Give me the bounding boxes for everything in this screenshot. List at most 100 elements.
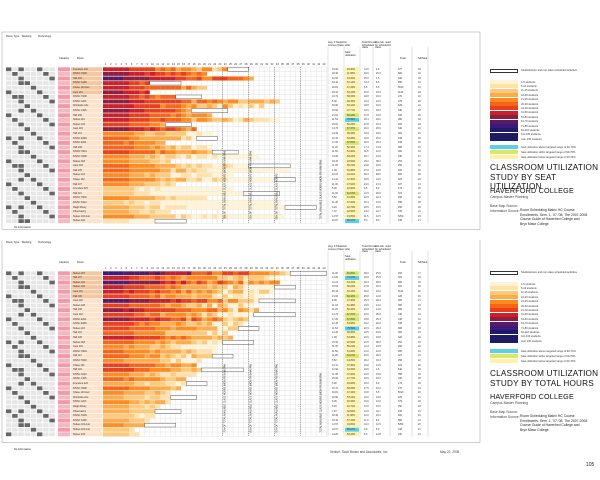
top-col-number: 8 <box>141 62 143 66</box>
top-bar-cell <box>181 113 187 118</box>
bottom-bar-cell <box>139 372 145 377</box>
bottom-bar-cell <box>238 312 244 317</box>
top-bar-cell <box>129 177 135 182</box>
top-col-number: 39 <box>302 62 305 66</box>
bottom-bar-cell <box>139 390 145 395</box>
bottom-bar-cell <box>123 349 129 354</box>
bottom-stat-cell: 22.0 <box>364 336 369 339</box>
bottom-bar-cell <box>160 303 166 308</box>
top-seat-util-cell <box>345 76 359 81</box>
bottom-bar-cell <box>123 271 129 276</box>
top-bar-cell <box>103 219 109 224</box>
bottom-type-cell <box>37 345 43 349</box>
top-type-cell <box>24 136 30 141</box>
top-stat-cell: 19.05% <box>347 214 356 218</box>
top-capacity-cell <box>58 209 70 214</box>
bottom-seat-util-cell <box>345 400 359 405</box>
top-bar-cell <box>155 173 161 178</box>
top-seat-util-cell <box>345 209 359 214</box>
bottom-stat-cell: 27.8 <box>364 285 369 289</box>
bottom-stat-cell: 6.20 <box>332 405 337 408</box>
top-bar-cell <box>129 154 135 159</box>
bottom-bar-cell <box>129 321 135 326</box>
bottom-stat-cell: 14.57 <box>332 423 338 427</box>
top-stat-cell: 66.43% <box>347 113 356 117</box>
top-bar-cell <box>170 191 176 196</box>
bottom-stat-cell: 318 <box>398 428 402 431</box>
top-bar-cell <box>175 85 181 90</box>
top-type-cell <box>18 72 24 76</box>
bottom-bar-cell <box>227 271 233 276</box>
top-type-cell <box>24 187 30 191</box>
bottom-bar-cell <box>103 340 109 345</box>
top-stat-cell: 11.5 <box>364 150 369 154</box>
top-bar-cell <box>118 205 124 210</box>
top-bar-cell <box>186 117 192 122</box>
bottom-capacity-cell <box>58 335 70 340</box>
bottom-col-number: 4 <box>120 266 122 270</box>
top-bar-cell <box>212 191 218 196</box>
bottom-type-cell <box>12 276 18 280</box>
top-room-cell <box>71 186 102 191</box>
top-bar-cell <box>186 200 192 205</box>
bottom-bar-cell <box>149 275 155 280</box>
bottom-seat-util-cell <box>345 381 359 386</box>
bottom-stat-cell: 18.5 <box>364 377 369 381</box>
top-bar-cell <box>123 150 129 155</box>
bottom-type-cell <box>6 354 12 358</box>
bottom-stat-cell: 37.30% <box>347 299 356 303</box>
bottom-stat-cell: 19.05% <box>347 423 356 427</box>
bottom-bar-cell <box>144 395 150 400</box>
bottom-type-cell <box>37 414 43 418</box>
top-type-cell <box>30 85 37 90</box>
top-bar-cell <box>103 150 109 155</box>
bottom-type-cell <box>30 423 37 427</box>
top-bar-cell <box>196 186 202 191</box>
top-bar-cell <box>243 177 249 182</box>
top-bar-cell <box>113 191 119 196</box>
bottom-bar-cell <box>196 331 202 336</box>
top-bar-cell <box>149 140 155 145</box>
bottom-bar-cell <box>139 303 145 308</box>
top-info-source: Information Source: <box>490 209 520 213</box>
bottom-bar-cell <box>108 326 114 331</box>
top-bar-cell <box>118 150 124 155</box>
bottom-bar-cell <box>103 372 109 377</box>
bottom-bar-cell <box>103 386 109 391</box>
top-stat-cell: 75.59% <box>347 118 356 122</box>
top-bar-cell <box>165 94 171 99</box>
top-bar-cell <box>155 182 161 187</box>
top-stat-cell: 30.4 <box>364 173 369 177</box>
top-legend-label: 31-40 students <box>521 106 539 110</box>
top-legend-label: 71-80 students <box>521 124 539 128</box>
top-room-cell <box>71 154 102 159</box>
bottom-bar-cell <box>113 275 119 280</box>
bottom-bar-cell <box>123 386 129 391</box>
top-bar-cell <box>144 205 150 210</box>
bottom-stat-cell: 86.67% <box>347 428 356 431</box>
bottom-bar-cell <box>248 298 254 303</box>
bottom-bar-cell <box>139 312 145 317</box>
bottom-bar-cell <box>103 344 109 349</box>
bottom-type-cell <box>37 409 43 414</box>
bottom-type-cell <box>30 391 37 395</box>
bottom-type-cell <box>30 340 37 345</box>
page-number: 105 <box>586 462 595 468</box>
bottom-type-cell <box>30 404 37 409</box>
bottom-bar-cell <box>212 344 218 349</box>
bottom-bar-cell <box>108 386 114 391</box>
bottom-stat-cell: 8.0 <box>376 428 380 431</box>
top-stat-cell: 18 <box>418 118 421 122</box>
top-bar-cell <box>269 214 275 219</box>
top-bar-cell <box>233 76 239 81</box>
bottom-stat-cell: 38.2 <box>376 340 381 344</box>
bottom-stat-cell: 282 <box>398 299 402 303</box>
top-bar-cell <box>196 131 202 136</box>
top-type-cell <box>12 173 18 177</box>
bottom-type-cell <box>37 340 43 345</box>
top-bar-cell <box>222 173 228 178</box>
bottom-bar-cell <box>227 321 233 326</box>
bottom-room-label: Stokes 207 <box>73 271 85 275</box>
bottom-type-cell <box>37 377 43 381</box>
bottom-bar-cell <box>139 423 145 428</box>
